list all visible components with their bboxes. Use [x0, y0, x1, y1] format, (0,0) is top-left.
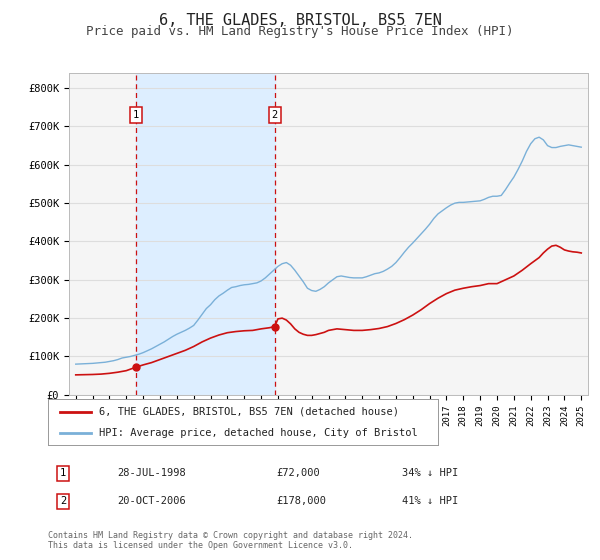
- Text: £72,000: £72,000: [276, 468, 320, 478]
- Text: 2: 2: [60, 496, 66, 506]
- Text: 41% ↓ HPI: 41% ↓ HPI: [402, 496, 458, 506]
- Text: 34% ↓ HPI: 34% ↓ HPI: [402, 468, 458, 478]
- Text: 2: 2: [271, 110, 278, 120]
- Text: 1: 1: [60, 468, 66, 478]
- Text: 20-OCT-2006: 20-OCT-2006: [117, 496, 186, 506]
- Text: 1: 1: [133, 110, 139, 120]
- Text: Contains HM Land Registry data © Crown copyright and database right 2024.
This d: Contains HM Land Registry data © Crown c…: [48, 531, 413, 550]
- Text: £178,000: £178,000: [276, 496, 326, 506]
- Text: HPI: Average price, detached house, City of Bristol: HPI: Average price, detached house, City…: [98, 428, 418, 438]
- Text: 28-JUL-1998: 28-JUL-1998: [117, 468, 186, 478]
- Text: Price paid vs. HM Land Registry's House Price Index (HPI): Price paid vs. HM Land Registry's House …: [86, 25, 514, 38]
- Text: 6, THE GLADES, BRISTOL, BS5 7EN (detached house): 6, THE GLADES, BRISTOL, BS5 7EN (detache…: [98, 407, 398, 417]
- Bar: [136, 73, 275, 395]
- Text: 6, THE GLADES, BRISTOL, BS5 7EN: 6, THE GLADES, BRISTOL, BS5 7EN: [158, 13, 442, 28]
